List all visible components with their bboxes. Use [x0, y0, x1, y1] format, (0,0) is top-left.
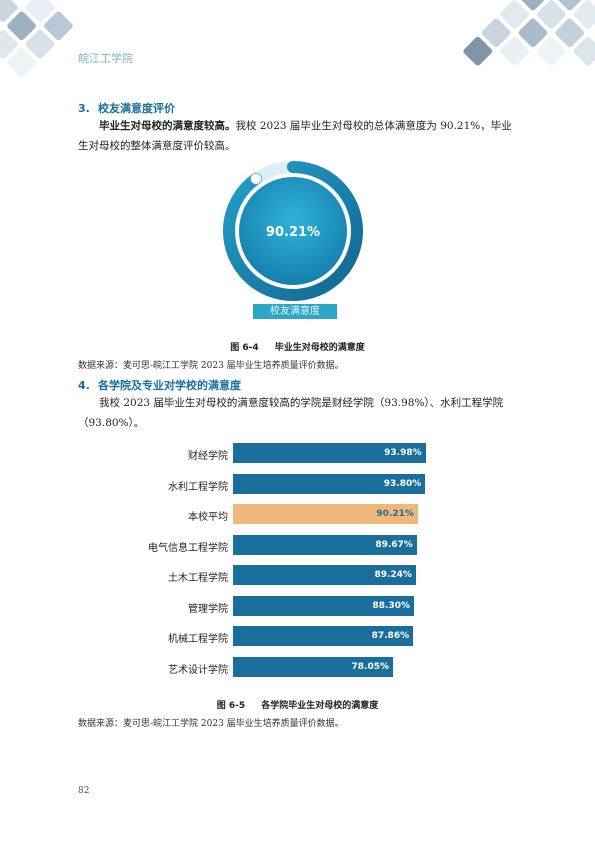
bar-value-label: 89.24%	[374, 570, 412, 580]
bar	[233, 473, 426, 494]
figure-6-5-title: 各学院毕业生对母校的满意度	[261, 701, 379, 711]
bar-category-label: 水利工程学院	[168, 481, 228, 493]
school-name-header: 皖江工学院	[78, 52, 133, 65]
bar-value-label: 90.21%	[376, 509, 414, 519]
figure-6-5-source: 数据来源：麦可思-皖江工学院 2023 届毕业生培养质量评价数据。	[78, 719, 344, 729]
bar	[233, 595, 414, 616]
bar-value-label: 93.98%	[384, 448, 422, 458]
bar-category-label: 管理学院	[188, 603, 228, 615]
donut-bottom-label: 校友满意度	[253, 304, 337, 319]
bar-category-label: 财经学院	[188, 451, 228, 462]
section-4-heading: 4. 各学院及专业对学校的满意度	[78, 377, 241, 393]
donut-end-marker	[250, 173, 262, 185]
donut-value-arc	[223, 161, 363, 301]
figure-6-4-number: 图 6-4	[230, 343, 259, 353]
bar-value-label: 93.80%	[383, 478, 422, 489]
header-decoration	[0, 0, 595, 77]
figure-6-4-source: 数据来源：麦可思-皖江工学院 2023 届毕业生培养质量评价数据。	[78, 361, 344, 371]
section-4-paragraph: 我校 2023 届毕业生对母校的满意度较高的学院是财经学院（93.98%）、水利…	[78, 397, 504, 429]
bar-value-label: 88.30%	[372, 600, 411, 611]
section-3-paragraph: 毕业生对母校的满意度较高。我校 2023 届毕业生对母校的总体满意度为 90.2…	[78, 116, 518, 156]
section-3-number: 3.	[78, 102, 90, 115]
bar-category-label: 机械工程学院	[168, 634, 228, 645]
college-satisfaction-bar-chart: 财经学院 93.98% 水利工程学院 93.80% 本校平均 90.21% 电气信息工程学院…	[140, 436, 460, 686]
section-3-paragraph-bold: 毕业生对母校的满意度较高。	[99, 120, 236, 132]
bar-value-label: 87.86%	[371, 631, 410, 641]
donut-value-label: 90.21%	[266, 225, 320, 240]
section-4-title: 各学院及专业对学校的满意度	[98, 379, 241, 392]
figure-6-5-number: 图 6-5	[216, 701, 246, 711]
section-3-heading: 3. 校友满意度评价	[78, 100, 175, 116]
bar	[233, 534, 417, 555]
figure-6-4-title: 毕业生对母校的满意度	[274, 343, 365, 353]
bar-category-label: 艺术设计学院	[168, 664, 228, 676]
bar	[233, 504, 418, 524]
section-4-number: 4.	[78, 379, 90, 392]
bar-category-label: 本校平均	[188, 512, 228, 523]
bar-value-label: 89.67%	[375, 539, 413, 550]
section-3-title: 校友满意度评价	[98, 102, 175, 115]
donut-inner	[239, 177, 347, 285]
page-number: 82	[78, 786, 90, 796]
bar-category-label: 土木工程学院	[168, 573, 228, 584]
bar	[233, 626, 414, 646]
bar-value-label: 78.05%	[351, 661, 390, 672]
bar	[233, 565, 416, 585]
figure-6-5-caption: 图 6-5 各学院毕业生对母校的满意度	[0, 698, 595, 711]
bar-category-label: 电气信息工程学院	[148, 542, 228, 554]
figure-6-4-caption: 图 6-4 毕业生对母校的满意度	[0, 340, 595, 353]
section-3-paragraph-rest: 我校 2023 届毕业生对母校的总体满意度为 90.21%，毕业生对母校的整体满…	[78, 120, 512, 152]
bar	[233, 656, 393, 677]
bar	[233, 443, 426, 463]
